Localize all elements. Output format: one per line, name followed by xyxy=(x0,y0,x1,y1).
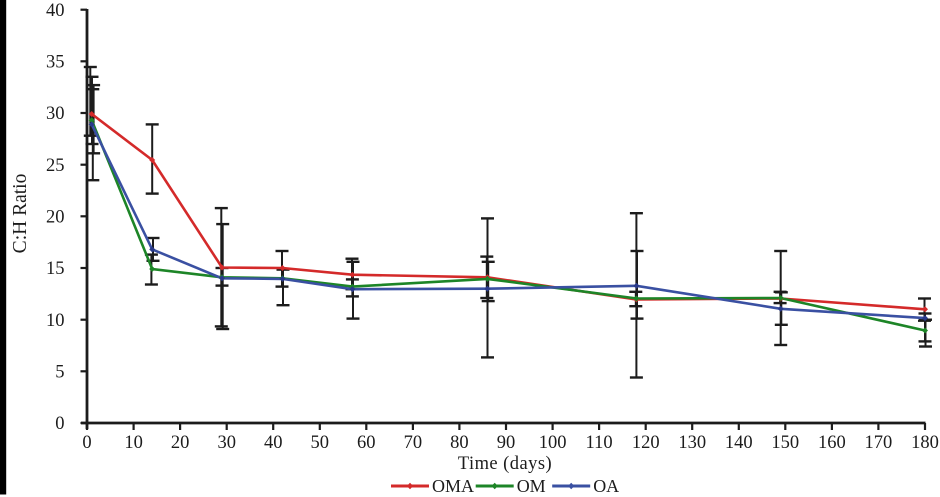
svg-text:OM: OM xyxy=(517,476,546,496)
svg-text:C:H Ratio: C:H Ratio xyxy=(10,174,31,254)
svg-text:OMA: OMA xyxy=(432,476,474,496)
svg-text:60: 60 xyxy=(357,433,376,453)
svg-text:Time (days): Time (days) xyxy=(458,454,552,474)
svg-text:40: 40 xyxy=(264,433,283,453)
svg-text:50: 50 xyxy=(311,433,330,453)
svg-text:160: 160 xyxy=(818,433,846,453)
svg-text:5: 5 xyxy=(55,363,64,383)
svg-text:40: 40 xyxy=(46,1,65,21)
svg-text:35: 35 xyxy=(46,53,65,73)
svg-text:90: 90 xyxy=(497,433,516,453)
svg-text:70: 70 xyxy=(404,433,423,453)
svg-text:30: 30 xyxy=(217,433,236,453)
svg-text:20: 20 xyxy=(171,433,190,453)
svg-text:25: 25 xyxy=(46,156,65,176)
svg-text:110: 110 xyxy=(586,433,613,453)
svg-text:150: 150 xyxy=(771,433,799,453)
svg-text:120: 120 xyxy=(632,433,660,453)
svg-text:10: 10 xyxy=(46,311,65,331)
svg-text:80: 80 xyxy=(450,433,469,453)
svg-text:180: 180 xyxy=(911,433,939,453)
svg-text:20: 20 xyxy=(46,208,65,228)
svg-text:OA: OA xyxy=(593,476,619,496)
svg-text:130: 130 xyxy=(678,433,706,453)
svg-text:30: 30 xyxy=(46,104,65,124)
svg-text:10: 10 xyxy=(124,433,143,453)
svg-text:100: 100 xyxy=(539,433,567,453)
svg-text:0: 0 xyxy=(55,414,64,434)
svg-text:0: 0 xyxy=(82,433,91,453)
svg-text:15: 15 xyxy=(46,259,65,279)
svg-text:170: 170 xyxy=(865,433,893,453)
svg-text:140: 140 xyxy=(725,433,753,453)
